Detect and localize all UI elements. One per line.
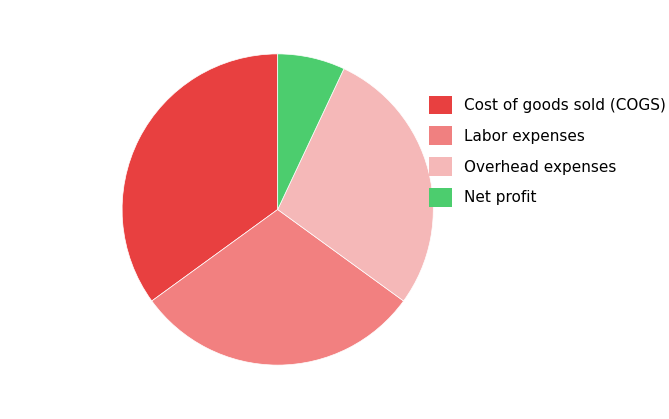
Wedge shape bbox=[152, 210, 403, 365]
Legend: Cost of goods sold (COGS), Labor expenses, Overhead expenses, Net profit: Cost of goods sold (COGS), Labor expense… bbox=[421, 88, 669, 215]
Wedge shape bbox=[122, 54, 278, 301]
Wedge shape bbox=[278, 54, 344, 210]
Wedge shape bbox=[278, 69, 434, 301]
